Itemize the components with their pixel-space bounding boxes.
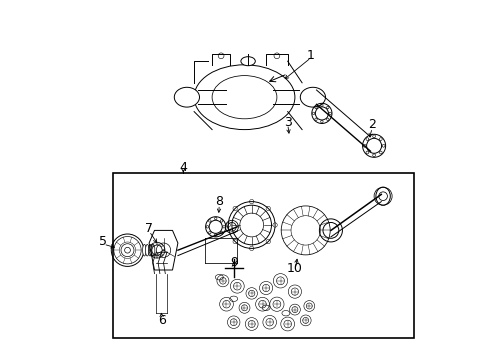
Text: 7: 7 [145, 222, 153, 235]
Ellipse shape [145, 244, 149, 256]
Ellipse shape [142, 244, 146, 256]
Ellipse shape [174, 87, 199, 107]
Bar [113, 173, 413, 338]
Text: 6: 6 [158, 314, 165, 327]
Ellipse shape [148, 244, 152, 256]
Text: 9: 9 [229, 256, 237, 269]
Text: 8: 8 [215, 195, 223, 208]
Ellipse shape [151, 244, 155, 256]
Text: 4: 4 [179, 161, 187, 174]
Text: 1: 1 [306, 49, 314, 62]
Ellipse shape [300, 87, 325, 107]
Text: 5: 5 [99, 235, 107, 248]
Text: 3: 3 [283, 116, 291, 129]
Ellipse shape [375, 187, 389, 205]
Ellipse shape [241, 57, 255, 66]
Text: 2: 2 [367, 118, 375, 131]
Text: 10: 10 [286, 262, 302, 275]
